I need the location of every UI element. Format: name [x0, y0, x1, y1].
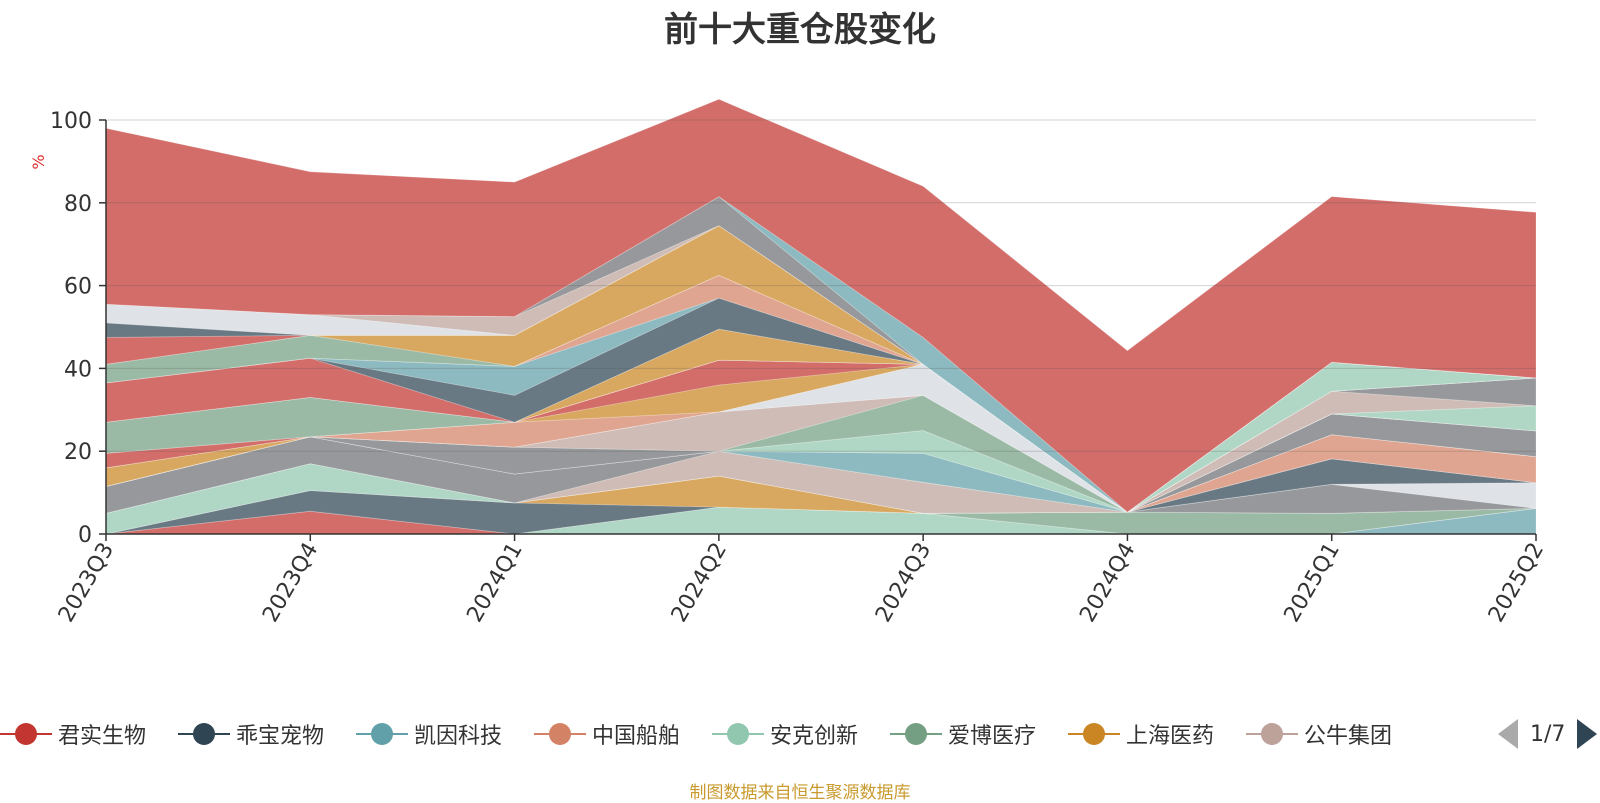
legend-item[interactable]: 爱博医疗	[890, 716, 1036, 752]
legend-marker-icon	[1068, 722, 1120, 746]
pager-next-arrow-icon[interactable]	[1577, 719, 1598, 749]
legend-marker-icon	[534, 722, 586, 746]
legend-label: 爱博医疗	[948, 724, 1037, 749]
legend-item[interactable]: 公牛集团	[1246, 716, 1392, 752]
pager-prev-arrow-icon[interactable]	[1498, 719, 1518, 749]
x-tick-label: 2024Q3	[871, 539, 936, 627]
legend-marker-icon	[890, 722, 942, 746]
legend-label: 君实生物	[58, 724, 147, 749]
source-note: 制图数据来自恒生聚源数据库	[689, 783, 911, 803]
legend-label: 公牛集团	[1304, 724, 1393, 749]
y-tick-label: 40	[64, 357, 92, 382]
legend-label: 乖宝宠物	[236, 724, 325, 749]
y-tick-label: 0	[78, 523, 92, 548]
x-tick-label: 2023Q4	[258, 539, 323, 627]
y-axis-label: %	[29, 154, 48, 169]
legend-marker-icon	[0, 722, 52, 746]
y-tick-label: 80	[64, 192, 92, 217]
legend-label: 中国船舶	[592, 724, 681, 749]
chart-title: 前十大重仓股变化	[664, 10, 936, 50]
x-tick-label: 2024Q1	[462, 539, 527, 627]
legend-item[interactable]: 君实生物	[0, 716, 146, 752]
legend-item[interactable]: 安克创新	[712, 716, 858, 752]
x-tick-label: 2024Q4	[1075, 539, 1140, 627]
y-tick-label: 100	[50, 109, 92, 134]
y-tick-label: 20	[64, 440, 92, 465]
legend-item[interactable]: 乖宝宠物	[178, 716, 324, 752]
x-tick-label: 2025Q2	[1484, 539, 1549, 627]
legend-overflow-mask	[1418, 712, 1484, 756]
legend-item[interactable]: 中国船舶	[534, 716, 680, 752]
legend: 君实生物 乖宝宠物 凯因科技 中国船舶 安克创新 爱博医疗 上海医药 公牛集团	[0, 716, 1600, 752]
legend-pager: 1/7	[1498, 716, 1598, 752]
y-tick-label: 60	[64, 275, 92, 300]
legend-marker-icon	[1246, 722, 1298, 746]
legend-item[interactable]: 上海医药	[1068, 716, 1214, 752]
x-tick-label: 2024Q2	[667, 539, 732, 627]
legend-marker-icon	[356, 722, 408, 746]
legend-item[interactable]: 凯因科技	[356, 716, 502, 752]
area-layer	[105, 463, 1537, 514]
x-tick-label: 2025Q1	[1280, 539, 1345, 627]
legend-label: 凯因科技	[414, 724, 503, 749]
pager-text: 1/7	[1530, 721, 1566, 747]
x-tick-label: 2023Q3	[54, 539, 119, 627]
legend-label: 安克创新	[770, 724, 859, 749]
area-layer	[105, 98, 1537, 513]
legend-marker-icon	[712, 722, 764, 746]
legend-marker-icon	[178, 722, 230, 746]
legend-label: 上海医药	[1126, 724, 1215, 749]
